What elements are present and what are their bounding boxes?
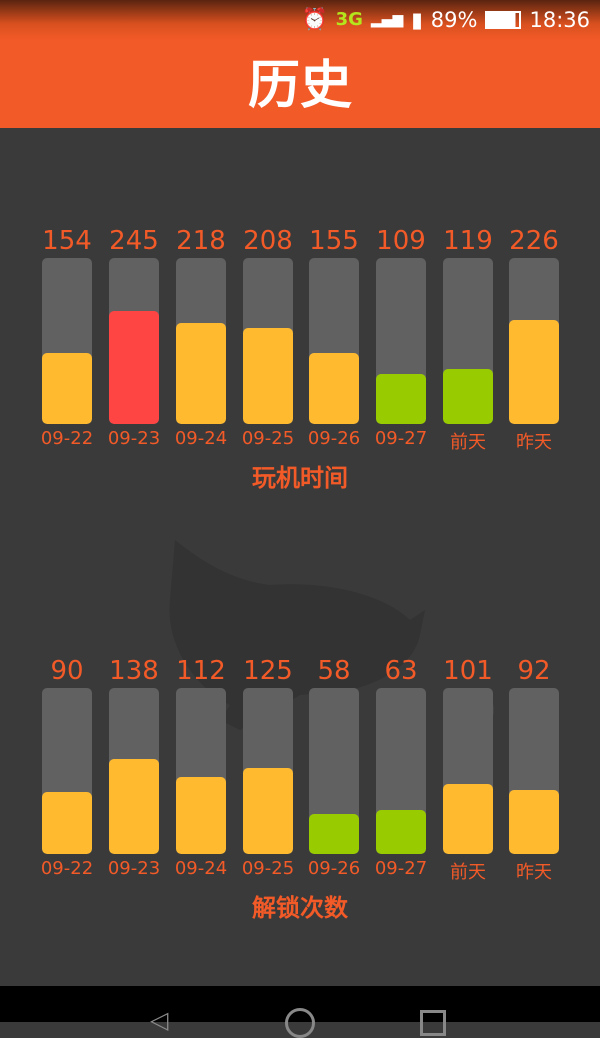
bar-value: 92 <box>517 656 551 686</box>
home-icon[interactable] <box>285 1008 315 1038</box>
bar-label: 09-27 <box>374 858 428 879</box>
bar <box>42 791 92 854</box>
bar <box>176 323 226 424</box>
bar <box>42 353 92 424</box>
bar-value: 245 <box>109 226 159 256</box>
bar-track <box>243 258 293 424</box>
bar <box>376 810 426 854</box>
bar-value: 125 <box>243 656 293 686</box>
bar <box>176 776 226 854</box>
alarm-icon: ⏰ <box>301 7 328 31</box>
bar-value: 112 <box>176 656 226 686</box>
clock: 18:36 <box>529 7 590 32</box>
bar <box>376 373 426 424</box>
bar-value: 90 <box>50 656 84 686</box>
bar-value: 218 <box>176 226 226 256</box>
bar-track <box>443 688 493 854</box>
bar-label: 09-26 <box>307 858 361 879</box>
bar-value: 63 <box>384 656 418 686</box>
bar-label: 09-22 <box>40 858 94 879</box>
sim-alert-icon: ▮ <box>411 7 423 32</box>
bar-track <box>309 258 359 424</box>
bar <box>309 813 359 854</box>
bar-label: 09-25 <box>241 428 295 449</box>
bar-track <box>176 258 226 424</box>
bar-value: 208 <box>243 226 293 256</box>
bar-label: 09-25 <box>241 858 295 879</box>
bar-label: 09-23 <box>107 858 161 879</box>
bar-label: 09-27 <box>374 428 428 449</box>
bar-value: 226 <box>509 226 559 256</box>
bar-track <box>509 688 559 854</box>
bar-track <box>376 258 426 424</box>
battery-text: 89% <box>430 7 478 32</box>
bar-track <box>509 258 559 424</box>
bar-label: 09-22 <box>40 428 94 449</box>
back-icon[interactable]: ◁ <box>150 1006 169 1034</box>
signal-icon: ▂▄▆ <box>370 11 404 28</box>
bar-label: 前天 <box>450 862 486 883</box>
chart-title: 玩机时间 <box>252 464 348 492</box>
bar <box>243 767 293 854</box>
bar-track <box>109 688 159 854</box>
chart-title: 解锁次数 <box>252 894 348 922</box>
bar-label: 09-23 <box>107 428 161 449</box>
bar-value: 101 <box>443 656 493 686</box>
status-bar: ⏰ 3G ▂▄▆ ▮ 89% 18:36 <box>0 0 600 40</box>
bar-track <box>176 688 226 854</box>
bar-track <box>109 258 159 424</box>
bar-track <box>443 258 493 424</box>
bar-track <box>42 688 92 854</box>
navigation-bar: ◁ <box>0 986 600 1038</box>
bar <box>309 352 359 424</box>
bar-value: 119 <box>443 226 493 256</box>
bar <box>109 758 159 854</box>
recents-icon[interactable] <box>420 1010 446 1036</box>
bar-value: 58 <box>317 656 351 686</box>
bar-value: 138 <box>109 656 159 686</box>
bar-track <box>309 688 359 854</box>
bar-label: 09-24 <box>174 428 228 449</box>
bar <box>443 784 493 854</box>
bar-value: 154 <box>42 226 92 256</box>
bar-label: 09-26 <box>307 428 361 449</box>
3g-icon: 3G <box>335 9 363 30</box>
bar-label: 前天 <box>450 432 486 453</box>
bar-label: 昨天 <box>516 432 552 453</box>
bar <box>243 328 293 424</box>
bar <box>109 311 159 424</box>
bar <box>443 369 493 424</box>
bar-track <box>376 688 426 854</box>
bar-track <box>243 688 293 854</box>
page-title: 历史 <box>0 40 600 128</box>
bar-label: 09-24 <box>174 858 228 879</box>
bar-value: 155 <box>309 226 359 256</box>
bar <box>509 790 559 854</box>
bar-value: 109 <box>376 226 426 256</box>
bar-track <box>42 258 92 424</box>
bar-label: 昨天 <box>516 862 552 883</box>
battery-icon <box>485 10 522 29</box>
bar <box>509 319 559 424</box>
